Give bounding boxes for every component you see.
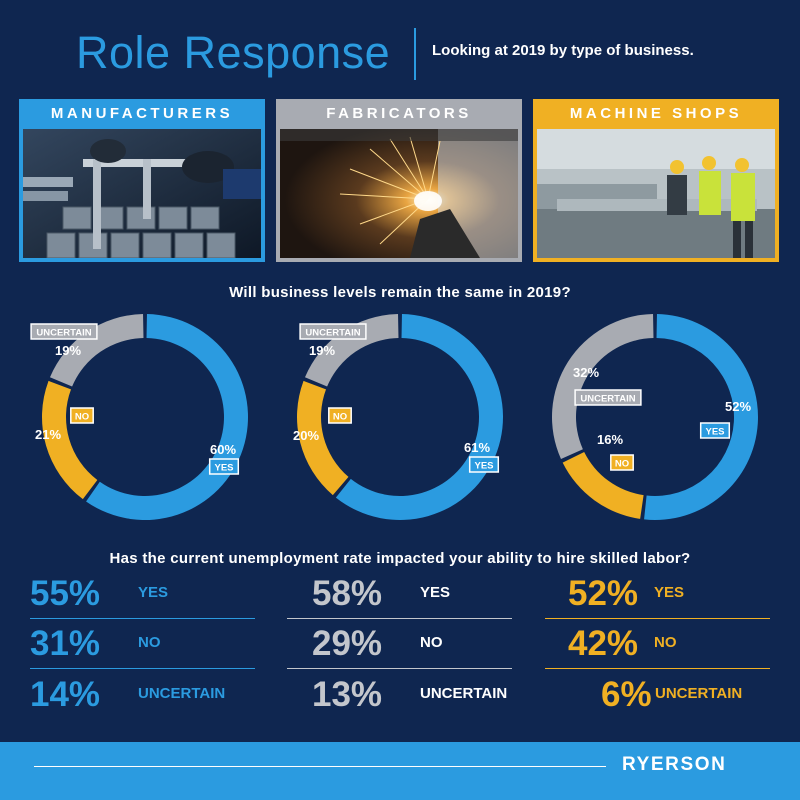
labor-stat-label: NO	[138, 634, 161, 651]
welding-sparks-icon	[280, 129, 518, 258]
slice-uncertain	[552, 314, 654, 460]
slice-no	[42, 380, 98, 500]
category-badge-label: UNCERTAIN	[36, 328, 91, 339]
slice-value-label: 19%	[55, 343, 81, 358]
category-badge-bg	[328, 407, 352, 424]
labor-stat-percent: 42%	[568, 624, 639, 663]
category-badge-label: NO	[615, 459, 629, 470]
slice-value-label: 32%	[573, 365, 599, 380]
labor-stat-divider	[545, 618, 770, 619]
slice-value-label: 52%	[725, 399, 751, 414]
brand-logo: RYERSON	[622, 754, 727, 775]
title-divider	[414, 28, 416, 80]
labor-stat-no: 42% NO	[568, 624, 800, 670]
labor-stat-label: YES	[654, 584, 685, 601]
category-badge-bg	[574, 389, 642, 406]
labor-stat-uncertain: 13% UNCERTAIN	[312, 675, 552, 721]
labor-stat-no: 29% NO	[312, 624, 552, 670]
labor-stat-divider	[287, 618, 512, 619]
labor-stat-divider	[30, 618, 255, 619]
donut-chart-1: 60% YES 21% NO 19% UNCERTAIN	[30, 314, 249, 520]
category-badge-bg	[699, 422, 731, 439]
labor-stat-percent: 29%	[312, 624, 383, 663]
slice-value-label: 20%	[293, 428, 319, 443]
workers-in-machine-shop-icon	[537, 129, 775, 258]
labor-stat-percent: 14%	[30, 675, 101, 714]
category-badge-label: NO	[333, 412, 347, 423]
page-title: Role Response	[76, 27, 391, 78]
labor-stat-label: UNCERTAIN	[655, 685, 743, 702]
question-skilled-labor: Has the current unemployment rate impact…	[109, 550, 691, 567]
panel-banner-machine-shops: MACHINE SHOPS	[569, 105, 743, 122]
category-badge-bg	[70, 407, 94, 424]
labor-stat-percent: 31%	[30, 624, 101, 663]
slice-value-label: 19%	[309, 343, 335, 358]
labor-stat-no: 31% NO	[30, 624, 270, 670]
calipers-measuring-steel-icon	[23, 129, 261, 258]
labor-stat-percent: 58%	[312, 574, 383, 613]
category-badge-label: NO	[75, 412, 89, 423]
category-badge-bg	[208, 458, 240, 475]
category-badge-bg	[610, 454, 634, 471]
category-badge-label: UNCERTAIN	[305, 328, 360, 339]
labor-stat-percent: 6%	[601, 675, 652, 714]
slice-yes	[644, 314, 758, 520]
labor-stat-divider	[545, 668, 770, 669]
question-business-levels: Will business levels remain the same in …	[229, 284, 571, 301]
labor-stat-yes: 58% YES	[312, 574, 552, 620]
slice-no	[562, 452, 644, 519]
category-badge-label: YES	[214, 463, 233, 474]
labor-stat-divider	[30, 668, 255, 669]
category-badge-bg	[468, 456, 500, 473]
labor-stat-label: UNCERTAIN	[138, 685, 226, 702]
labor-stat-label: NO	[654, 634, 677, 651]
labor-stat-label: YES	[420, 584, 451, 601]
labor-stat-percent: 13%	[312, 675, 383, 714]
panel-banner-fabricators: FABRICATORS	[326, 105, 472, 122]
labor-stat-uncertain: 14% UNCERTAIN	[30, 675, 270, 721]
category-badge-bg	[30, 323, 98, 340]
labor-stat-label: YES	[138, 584, 169, 601]
labor-stat-percent: 52%	[568, 574, 639, 613]
category-badge-bg	[299, 323, 367, 340]
slice-yes	[86, 314, 249, 520]
category-badge-label: YES	[474, 461, 493, 472]
slice-value-label: 60%	[210, 442, 236, 457]
slice-yes	[335, 314, 503, 520]
category-badge-label: YES	[705, 427, 724, 438]
footer-bar	[0, 742, 800, 800]
category-badge-label: UNCERTAIN	[580, 394, 635, 405]
panel-banner-manufacturers: MANUFACTURERS	[50, 105, 234, 122]
donut-chart-3: 52% YES 16% NO 32% UNCERTAIN	[552, 314, 758, 520]
donut-charts: 60% YES 21% NO 19% UNCERTAIN 61% YES 20% NO 19% UNC…	[30, 314, 758, 520]
labor-stat-percent: 55%	[30, 574, 101, 613]
labor-stat-uncertain: 6% UNCERTAIN	[601, 675, 800, 721]
labor-stat-yes: 52% YES	[568, 574, 800, 620]
panel-fabricators: FABRICATORS	[276, 99, 522, 262]
slice-value-label: 16%	[597, 432, 623, 447]
slice-uncertain	[49, 314, 144, 387]
slice-no	[297, 380, 349, 496]
slice-value-label: 61%	[464, 440, 490, 455]
panel-manufacturers: MANUFACTURERS	[19, 99, 265, 262]
footer-divider	[34, 766, 606, 767]
donut-chart-2: 61% YES 20% NO 19% UNCERTAIN	[293, 314, 503, 520]
page-subtitle: Looking at 2019 by type of business.	[432, 42, 694, 59]
labor-stat-yes: 55% YES	[30, 574, 270, 620]
labor-stat-label: NO	[420, 634, 443, 651]
panel-machine-shops: MACHINE SHOPS	[533, 99, 779, 262]
labor-stat-label: UNCERTAIN	[420, 685, 508, 702]
slice-value-label: 21%	[35, 427, 61, 442]
labor-stat-divider	[287, 668, 512, 669]
slice-uncertain	[304, 314, 399, 387]
